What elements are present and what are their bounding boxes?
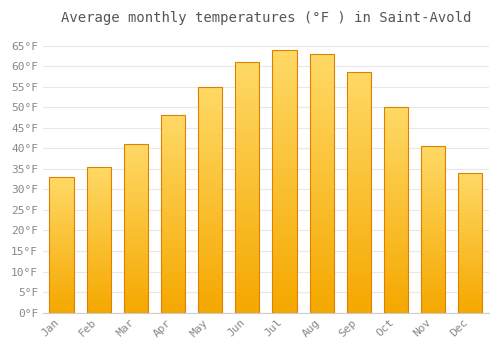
- Bar: [310, 54, 334, 313]
- Bar: [50, 177, 74, 313]
- Bar: [421, 146, 445, 313]
- Bar: [384, 107, 408, 313]
- Bar: [272, 50, 296, 313]
- Bar: [198, 87, 222, 313]
- Title: Average monthly temperatures (°F ) in Saint-Avold: Average monthly temperatures (°F ) in Sa…: [60, 11, 471, 25]
- Bar: [161, 116, 185, 313]
- Bar: [86, 167, 111, 313]
- Bar: [124, 144, 148, 313]
- Bar: [458, 173, 482, 313]
- Bar: [236, 62, 260, 313]
- Bar: [347, 72, 371, 313]
